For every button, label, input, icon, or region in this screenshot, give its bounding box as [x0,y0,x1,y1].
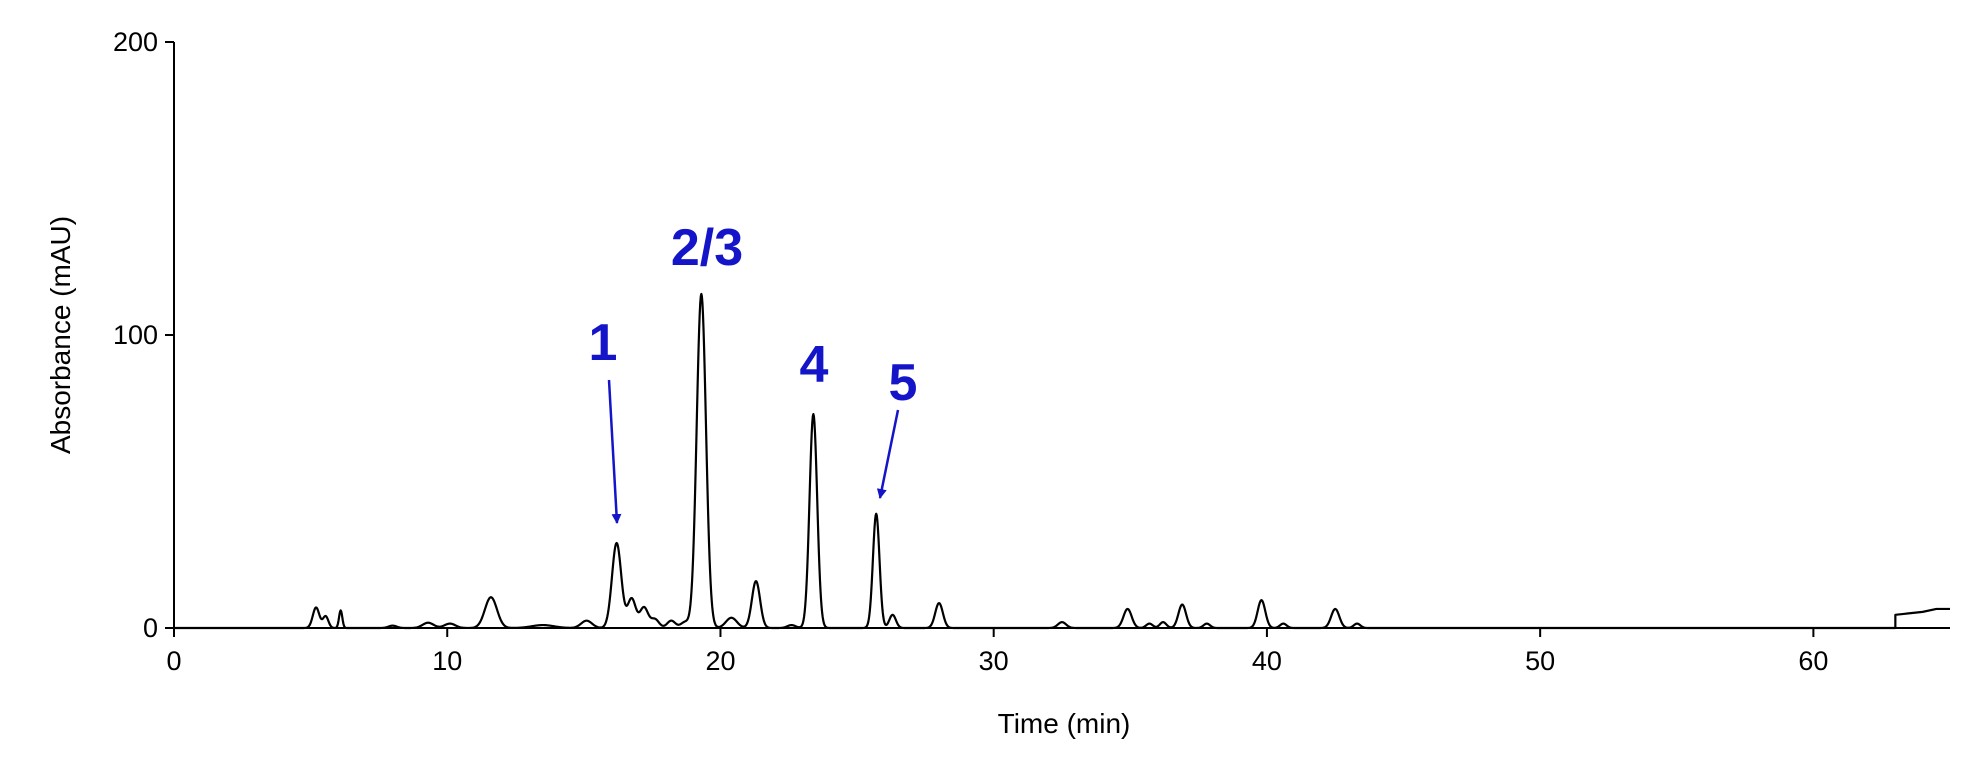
y-axis-ticks: 0 100 200 [113,27,174,643]
x-axis-label: Time (min) [998,708,1131,739]
x-tick-label: 40 [1252,646,1282,676]
y-tick-label: 200 [113,27,158,57]
chromatogram-trace [173,292,1896,630]
x-tick-label: 0 [166,646,181,676]
y-tick-label: 0 [143,613,158,643]
x-axis-ticks: 0 10 20 30 40 50 60 [166,628,1828,676]
peak-annotations: 1 2/3 4 5 [589,219,918,524]
x-tick-label: 20 [705,646,735,676]
y-tick-label: 100 [113,320,158,350]
x-tick-label: 50 [1525,646,1555,676]
peak-label-1: 1 [589,314,618,372]
y-axis-label: Absorbance (mAU) [45,216,76,454]
peak-label-5: 5 [889,354,918,412]
peak-label-2-3: 2/3 [671,219,743,277]
x-tick-label: 60 [1798,646,1828,676]
x-tick-label: 30 [979,646,1009,676]
peak-arrow-5 [876,409,900,499]
x-tick-label: 10 [432,646,462,676]
peak-arrow-1 [607,379,622,524]
peak-label-4: 4 [800,336,829,394]
late-baseline-trace [1894,607,1950,628]
